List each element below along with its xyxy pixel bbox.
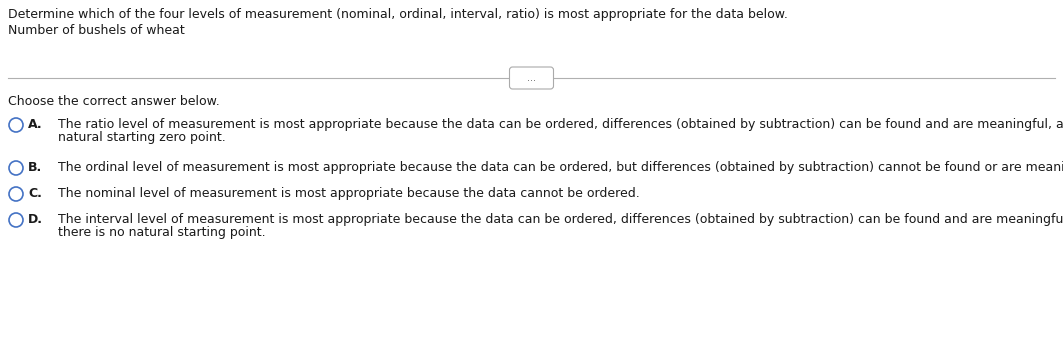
Text: The ordinal level of measurement is most appropriate because the data can be ord: The ordinal level of measurement is most…	[58, 161, 1063, 174]
Text: B.: B.	[28, 161, 43, 174]
FancyBboxPatch shape	[509, 67, 554, 89]
Text: A.: A.	[28, 118, 43, 131]
Text: The nominal level of measurement is most appropriate because the data cannot be : The nominal level of measurement is most…	[58, 187, 640, 200]
Text: Choose the correct answer below.: Choose the correct answer below.	[9, 95, 220, 108]
Text: Number of bushels of wheat: Number of bushels of wheat	[9, 24, 185, 37]
Text: C.: C.	[28, 187, 41, 200]
Text: The interval level of measurement is most appropriate because the data can be or: The interval level of measurement is mos…	[58, 213, 1063, 226]
Text: ...: ...	[527, 73, 536, 83]
Text: Determine which of the four levels of measurement (nominal, ordinal, interval, r: Determine which of the four levels of me…	[9, 8, 788, 21]
Text: there is no natural starting point.: there is no natural starting point.	[58, 226, 266, 239]
Text: D.: D.	[28, 213, 43, 226]
Text: The ratio level of measurement is most appropriate because the data can be order: The ratio level of measurement is most a…	[58, 118, 1063, 131]
Text: natural starting zero point.: natural starting zero point.	[58, 131, 225, 144]
